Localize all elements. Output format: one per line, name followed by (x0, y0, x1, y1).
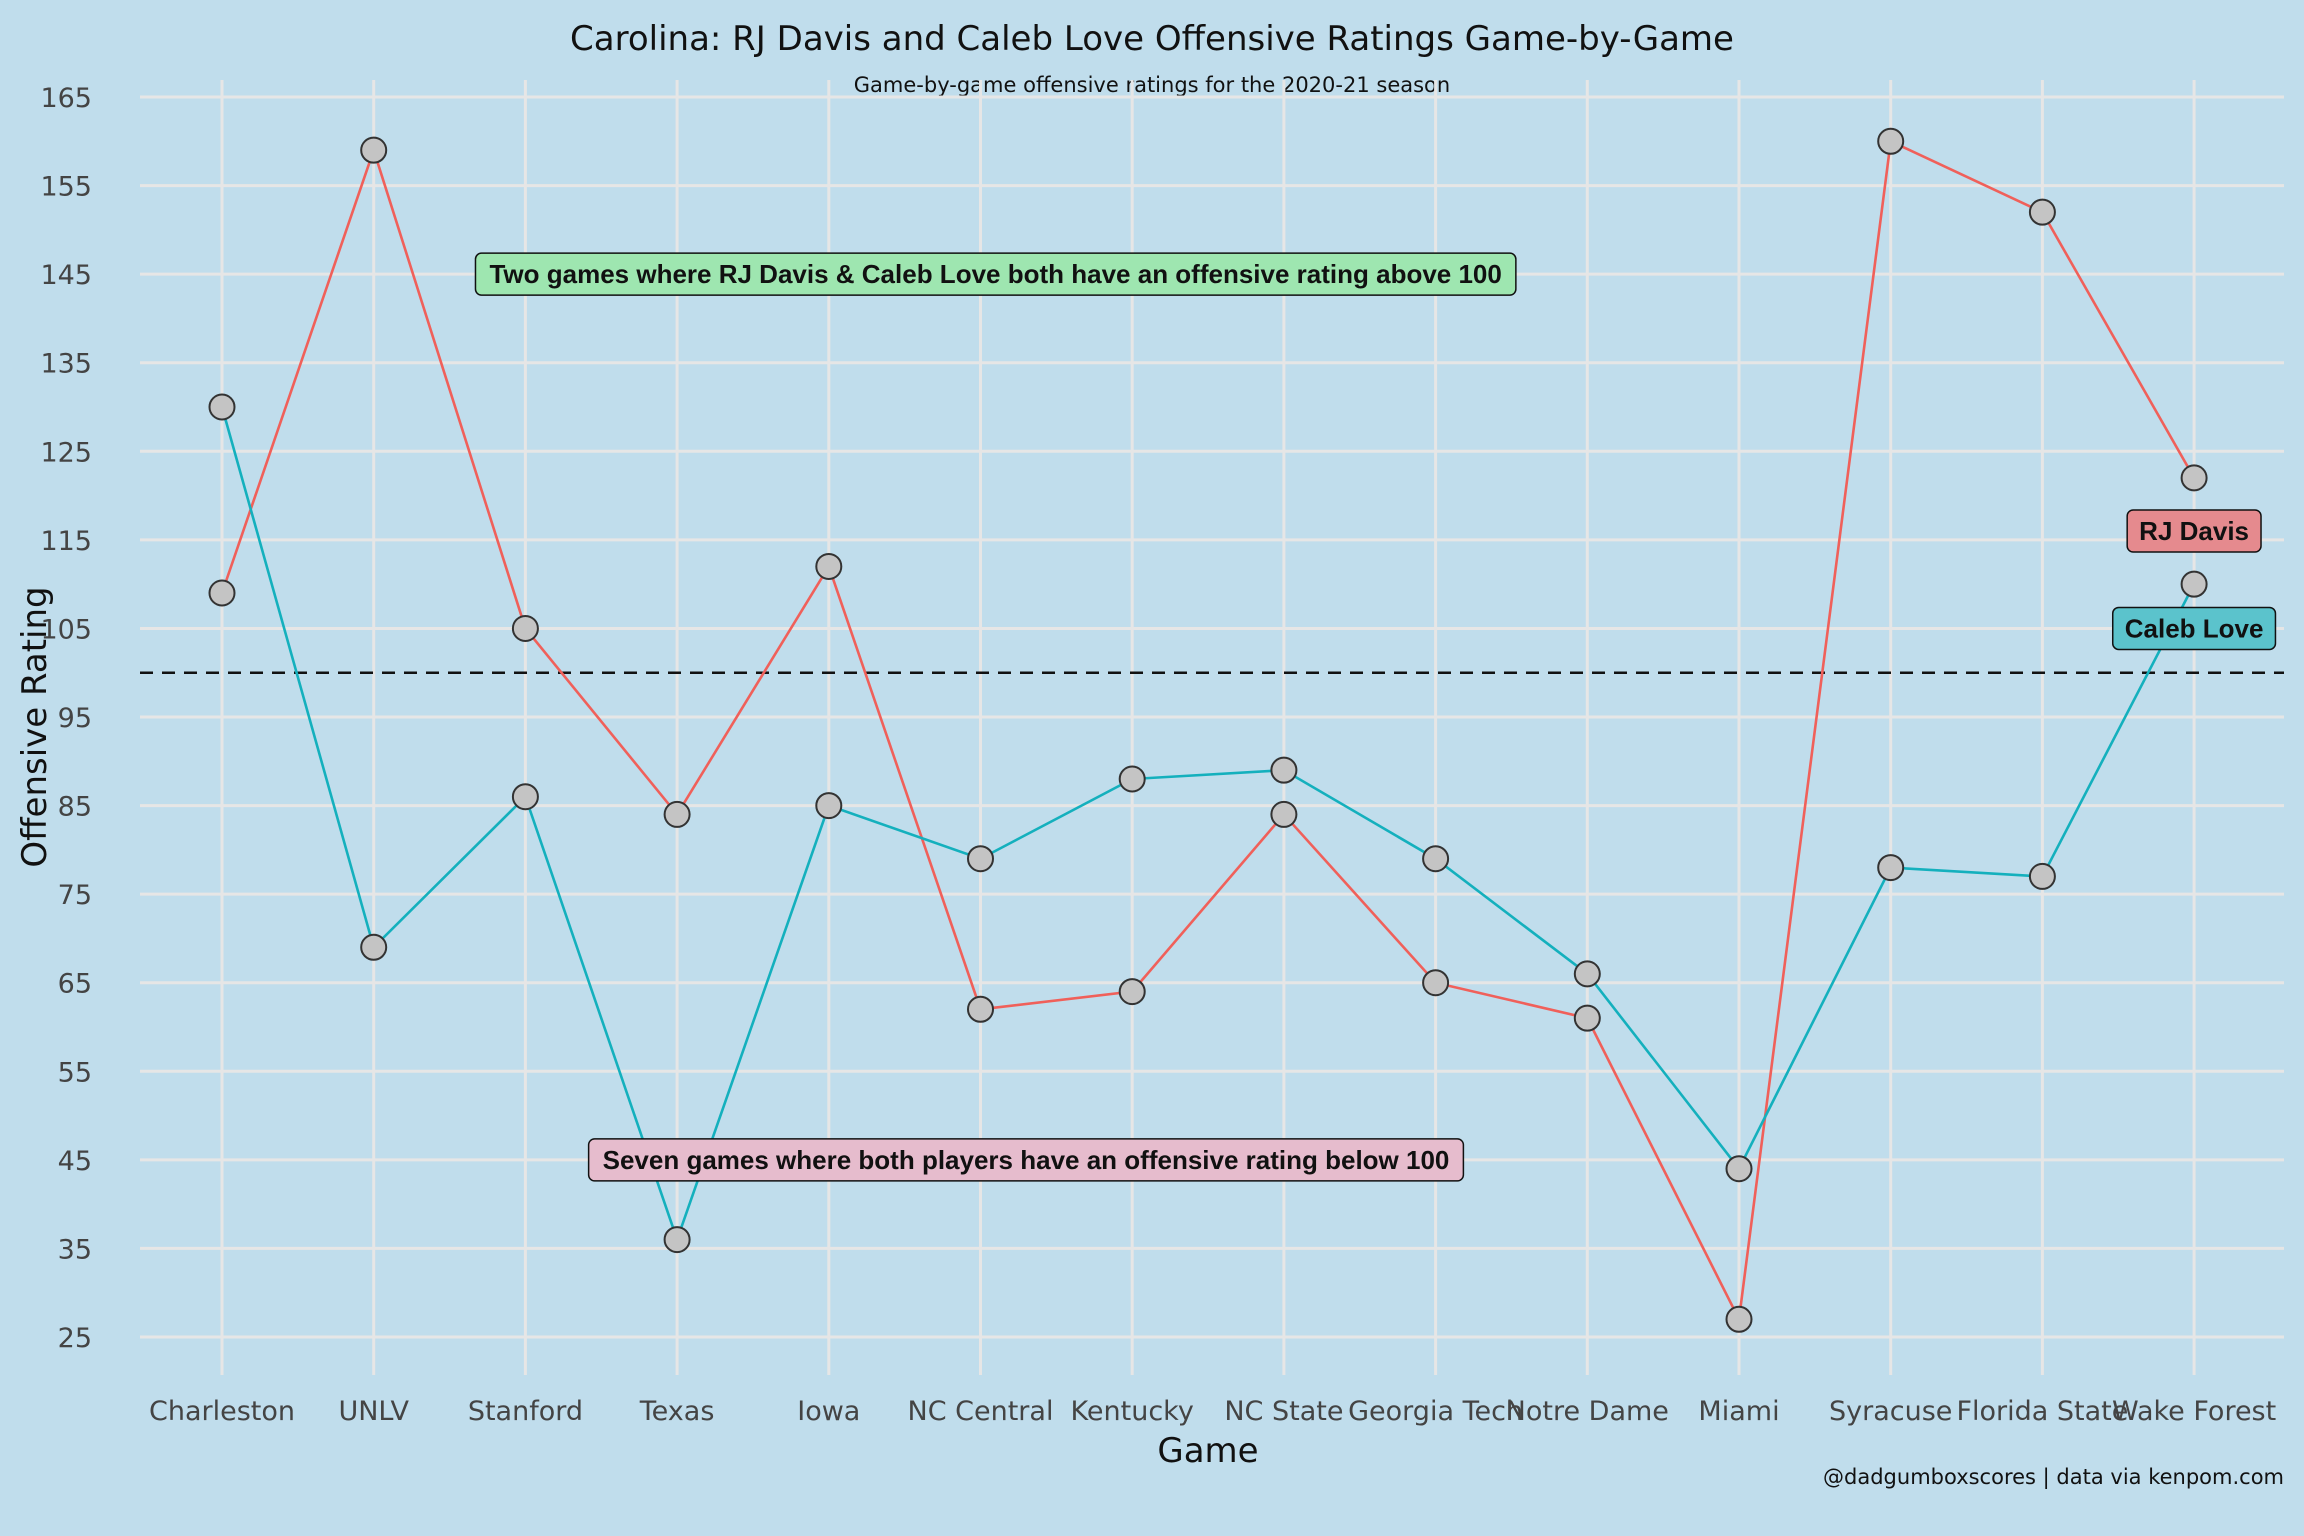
y-tick-label: 135 (40, 349, 92, 380)
series-line-caleb-love (220, 406, 2196, 1244)
x-tick-label: Stanford (468, 1396, 583, 1427)
x-axis-title: Game (1157, 1431, 1258, 1471)
y-tick-label: 85 (58, 792, 92, 823)
data-point-rj-davis (967, 995, 994, 1023)
data-point-rj-davis (1422, 969, 1450, 997)
x-tick-label: NC Central (908, 1396, 1054, 1427)
y-tick-label: 95 (58, 703, 92, 734)
y-tick-label: 25 (58, 1323, 92, 1354)
data-point-caleb-love (1422, 845, 1450, 873)
data-point-rj-davis (208, 579, 236, 607)
data-point-rj-davis (1118, 978, 1146, 1006)
y-tick-label: 115 (40, 526, 92, 557)
series-label-background (2111, 606, 2277, 651)
series-label-text: RJ Davis (2139, 516, 2249, 546)
annotation-box: Seven games where both players have an o… (587, 1138, 1465, 1182)
series-label-rj-davis: RJ Davis (2126, 509, 2262, 553)
series-label-caleb-love: Caleb Love (2111, 606, 2277, 651)
x-tick-label: Iowa (797, 1396, 860, 1427)
data-point-caleb-love (815, 792, 843, 820)
y-axis-title: Offensive Rating (15, 586, 55, 867)
annotation-background (474, 252, 1517, 296)
x-tick-label: Notre Dame (1506, 1396, 1669, 1427)
data-point-caleb-love (663, 1226, 691, 1254)
x-tick-label: Charleston (149, 1396, 295, 1427)
chart-subtitle: Game-by-game offensive ratings for the 2… (854, 73, 1450, 97)
series-label-background (2126, 509, 2262, 553)
y-axis-ticks: 25 35 45 55 65 75 85 95 105 115 125 135 145 155 165 (40, 83, 92, 1354)
data-point-rj-davis (2028, 198, 2056, 226)
series-line-rj-davis (220, 139, 2196, 1324)
data-point-rj-davis (1573, 1004, 1601, 1032)
x-tick-label: Wake Forest (2112, 1396, 2276, 1427)
data-point-caleb-love (208, 393, 236, 421)
annotation-box: Two games where RJ Davis & Caleb Love bo… (474, 252, 1517, 296)
data-point-caleb-love (967, 845, 994, 873)
data-point-rj-davis (1725, 1305, 1753, 1333)
y-tick-label: 55 (58, 1057, 92, 1088)
data-point-rj-davis (663, 800, 691, 828)
data-point-caleb-love (1725, 1155, 1753, 1183)
data-point-caleb-love (511, 783, 539, 811)
x-tick-label: Georgia Tech (1348, 1396, 1523, 1427)
y-tick-label: 105 (40, 614, 92, 645)
data-point-rj-davis (511, 614, 539, 642)
y-tick-label: 125 (40, 437, 92, 468)
data-point-rj-davis (815, 552, 843, 580)
x-tick-label: NC State (1224, 1396, 1343, 1427)
data-point-rj-davis (1877, 127, 1905, 155)
data-point-rj-davis (360, 136, 388, 164)
series-lines (220, 139, 2196, 1324)
data-point-rj-davis (1270, 800, 1298, 828)
y-tick-label: 145 (40, 260, 92, 291)
x-tick-label: UNLV (338, 1396, 409, 1427)
chart-title: Carolina: RJ Davis and Caleb Love Offens… (570, 19, 1734, 59)
series-label-text: Caleb Love (2125, 613, 2264, 643)
annotation-background (587, 1138, 1465, 1182)
y-tick-label: 65 (58, 969, 92, 1000)
data-point-rj-davis (2180, 464, 2208, 492)
y-tick-label: 45 (58, 1146, 92, 1177)
x-tick-label: Texas (639, 1396, 715, 1427)
y-tick-label: 75 (58, 880, 92, 911)
data-point-caleb-love (1877, 854, 1905, 882)
data-point-caleb-love (360, 933, 388, 961)
x-tick-label: Miami (1698, 1396, 1779, 1427)
x-tick-label: Syracuse (1829, 1396, 1952, 1427)
annotations: Two games where RJ Davis & Caleb Love bo… (474, 252, 2277, 1182)
y-tick-label: 155 (40, 172, 92, 203)
annotation-text: Seven games where both players have an o… (603, 1145, 1450, 1175)
x-tick-label: Florida State (1956, 1396, 2128, 1427)
data-point-caleb-love (1573, 960, 1601, 988)
y-tick-label: 35 (58, 1234, 92, 1265)
data-point-caleb-love (2180, 570, 2208, 598)
data-points (208, 127, 2208, 1333)
data-point-caleb-love (2028, 862, 2056, 890)
x-axis-ticks: Charleston UNLV Stanford Texas Iowa NC Centra… (149, 1396, 2276, 1427)
data-point-caleb-love (1118, 765, 1146, 793)
chart-caption: @dadgumboxscores | data via kenpom.com (1823, 1465, 2284, 1490)
y-tick-label: 165 (40, 83, 92, 114)
x-tick-label: Kentucky (1071, 1396, 1194, 1427)
data-point-caleb-love (1270, 756, 1298, 784)
annotation-text: Two games where RJ Davis & Caleb Love bo… (489, 259, 1501, 289)
